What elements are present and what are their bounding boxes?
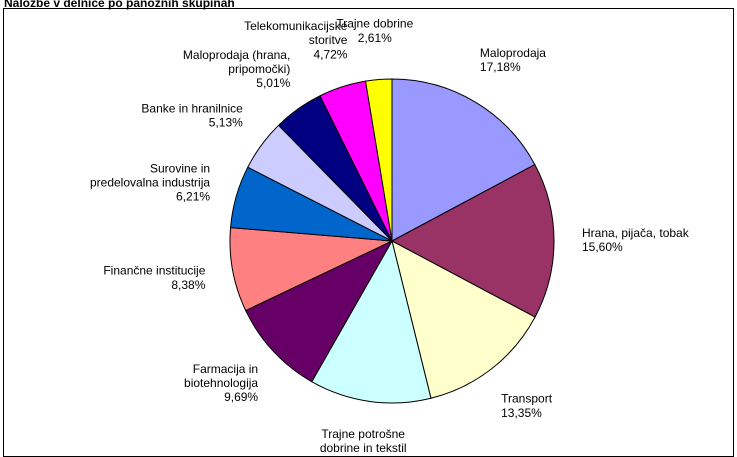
slice-label-line: pripomočki): [228, 62, 290, 76]
slice-label: Maloprodaja (hrana, pripomočki): [183, 48, 290, 76]
slice-label-line: Hrana, pijača, tobak: [582, 226, 690, 240]
value-label: 5,13%: [209, 116, 243, 130]
slice-label: Banke in hranilnice: [141, 102, 243, 116]
value-label: 17,18%: [480, 60, 521, 74]
value-label: 6,21%: [176, 190, 210, 204]
pie-slice: [390, 163, 555, 318]
slice-label: Telekomunikacijske storitve: [244, 19, 348, 47]
value-label: 4,72%: [313, 47, 347, 61]
slice-label: Finančne institucije: [103, 264, 205, 278]
slice-label-line: predelovalna industrija: [90, 176, 210, 190]
pie-slice: [391, 78, 536, 242]
pie-slice: [364, 78, 393, 242]
slice-label: Surovine in predelovalna industrija: [90, 162, 210, 190]
slice-label-line: Trajne potrošne: [321, 427, 405, 441]
slice-label: Trajne potrošne dobrine in tekstil: [320, 427, 407, 455]
value-label: 8,38%: [171, 278, 205, 292]
slice-label-line: Maloprodaja: [480, 46, 546, 60]
slice-label-line: Surovine in: [150, 162, 210, 176]
value-label: 12,11%: [343, 455, 383, 457]
slice-label-line: storitve: [309, 33, 348, 47]
slice-label-line: Banke in hranilnice: [141, 102, 243, 116]
slice-label: Hrana, pijača, tobak: [582, 226, 690, 240]
slice-label-line: biotehnologija: [184, 376, 258, 390]
chart-title: Naložbe v delnice po panožnih skupinah: [4, 0, 235, 10]
slice-label-line: Farmacija in: [193, 362, 258, 376]
slice-label-line: dobrine in tekstil: [320, 441, 407, 455]
slice-label-line: Finančne institucije: [103, 264, 205, 278]
slice-label: Trajne dobrine: [336, 17, 413, 31]
value-label: 9,69%: [224, 390, 258, 404]
pie-slice: [245, 239, 394, 383]
value-label: 13,35%: [501, 406, 542, 420]
pie-slice: [229, 227, 394, 312]
slice-label: Maloprodaja: [480, 46, 546, 60]
slice-label-line: Trajne dobrine: [336, 17, 413, 31]
slice-label: Transport: [501, 392, 553, 406]
pie-slice: [391, 240, 536, 399]
slice-label-line: Transport: [501, 392, 553, 406]
slice-label: Farmacija in biotehnologija: [184, 362, 258, 390]
value-label: 15,60%: [582, 240, 623, 254]
value-label: 2,61%: [358, 31, 392, 45]
pie-slice: [311, 239, 432, 404]
value-label: 5,01%: [256, 76, 290, 90]
slice-label-line: Telekomunikacijske: [244, 19, 348, 33]
slice-label-line: Maloprodaja (hrana,: [183, 48, 290, 62]
